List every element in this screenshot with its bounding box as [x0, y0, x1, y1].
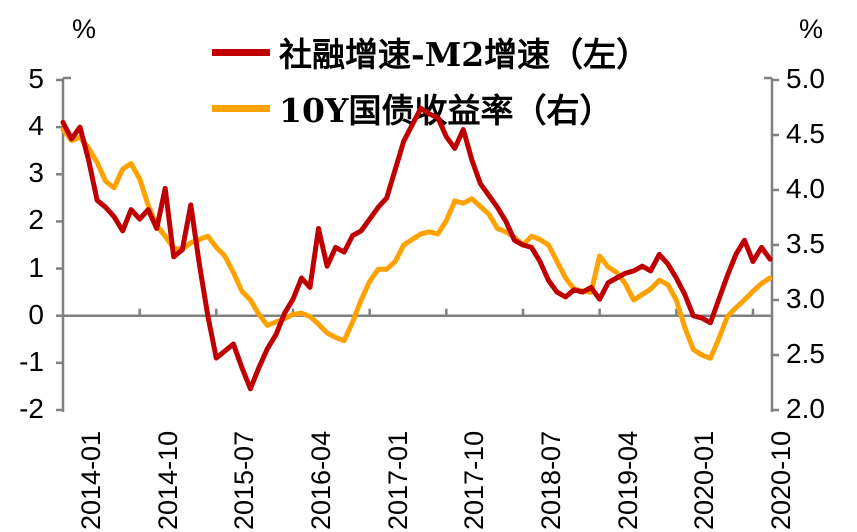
left-axis-tick-label: 3: [28, 157, 44, 189]
left-axis-tick-label: -2: [19, 393, 44, 424]
right-axis-unit: %: [799, 14, 824, 44]
right-axis-tick-label: 2.0: [786, 393, 825, 424]
x-axis-tick-label: 2020-10: [765, 430, 796, 530]
right-axis-tick-label: 4.5: [786, 118, 825, 149]
right-axis-tick-label: 3.5: [786, 228, 825, 259]
left-axis-tick-label: 5: [28, 63, 44, 94]
legend-item-10y-yield: 10Y国债收益率（右）: [212, 80, 649, 136]
x-axis-tick-label: 2019-04: [612, 430, 643, 530]
x-axis-tick-label: 2014-01: [76, 430, 106, 530]
legend-label-socfin-minus-m2: 社融增速-M2增速（左）: [279, 35, 650, 74]
right-axis-tick-label: 4.0: [786, 173, 825, 204]
right-axis-tick-label: 3.0: [786, 283, 825, 314]
x-axis-tick-label: 2016-04: [305, 430, 336, 530]
x-axis-tick-label: 2017-01: [382, 430, 413, 530]
left-axis-tick-label: 4: [28, 110, 44, 142]
left-axis-tick-label: 2: [28, 204, 44, 236]
legend-line-swatch-orange: [212, 104, 270, 112]
legend-item-socfin-minus-m2: 社融增速-M2增速（左）: [212, 24, 649, 80]
legend: 社融增速-M2增速（左） 10Y国债收益率（右）: [212, 24, 649, 136]
right-axis-tick-label: 2.5: [786, 338, 825, 369]
x-axis-tick-label: 2015-07: [229, 430, 260, 530]
x-axis-tick-label: 2017-10: [459, 430, 490, 530]
line-socfin-minus-m2: [60, 105, 773, 392]
left-axis-tick-label: 0: [28, 298, 44, 330]
left-axis-unit: %: [72, 14, 97, 44]
x-axis-tick-label: 2020-01: [689, 430, 720, 530]
right-axis-tick-label: 5.0: [786, 63, 825, 94]
x-axis-tick-label: 2018-07: [535, 430, 566, 530]
x-axis-tick-label: 2014-10: [152, 430, 183, 530]
legend-label-10y-yield: 10Y国债收益率（右）: [279, 91, 613, 130]
left-axis-tick-label: 1: [28, 251, 44, 283]
line-10y-treasury-yield: [60, 127, 773, 361]
legend-line-swatch-red: [212, 48, 270, 56]
left-axis-tick-label: -1: [19, 345, 44, 377]
